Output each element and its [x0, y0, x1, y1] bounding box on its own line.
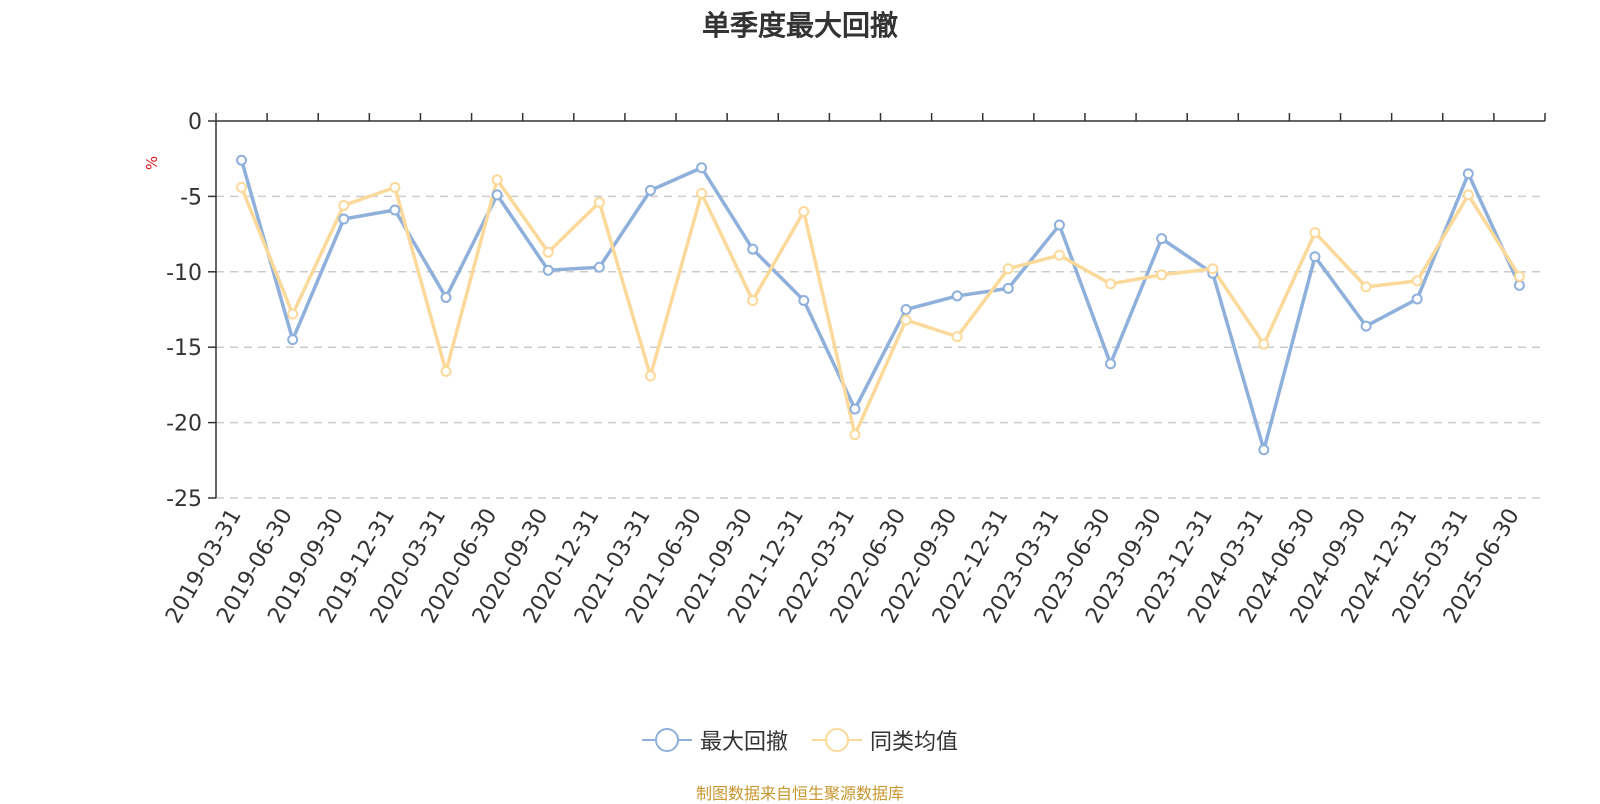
- data-point-s2-23[interactable]: [1411, 275, 1423, 287]
- data-point-s1-10[interactable]: [747, 243, 759, 255]
- data-point-s2-12[interactable]: [849, 429, 861, 441]
- data-point-s2-20[interactable]: [1258, 338, 1270, 350]
- data-point-s1-20[interactable]: [1258, 444, 1270, 456]
- data-point-s2-8[interactable]: [644, 370, 656, 382]
- data-point-s1-18[interactable]: [1156, 233, 1168, 245]
- data-point-s1-2[interactable]: [338, 213, 350, 225]
- data-point-s1-21[interactable]: [1309, 251, 1321, 263]
- series-line-2: [239, 178, 1521, 437]
- y-tick-label-3: -15: [166, 336, 202, 361]
- data-point-s1-1[interactable]: [287, 334, 299, 346]
- data-point-s1-12[interactable]: [849, 403, 861, 415]
- data-point-s2-22[interactable]: [1360, 281, 1372, 293]
- data-point-s2-3[interactable]: [389, 181, 401, 193]
- legend-swatch-series-1: [641, 728, 692, 752]
- data-point-s2-21[interactable]: [1309, 227, 1321, 239]
- data-point-s2-11[interactable]: [798, 205, 810, 217]
- data-point-s2-9[interactable]: [696, 187, 708, 199]
- legend-label-series-1: 最大回撤: [699, 730, 788, 755]
- data-point-s2-24[interactable]: [1462, 189, 1474, 201]
- data-point-s2-2[interactable]: [338, 199, 350, 211]
- series-line-1: [239, 159, 1522, 452]
- data-point-s1-5[interactable]: [491, 189, 503, 201]
- data-point-s2-15[interactable]: [1002, 263, 1014, 275]
- data-point-s1-14[interactable]: [951, 290, 963, 302]
- data-point-s2-10[interactable]: [747, 294, 759, 306]
- data-point-s1-7[interactable]: [593, 261, 605, 273]
- legend: 最大回撤 同类均值: [0, 724, 1600, 756]
- y-tick-label-2: -10: [166, 261, 202, 286]
- data-point-s1-22[interactable]: [1360, 320, 1372, 332]
- data-point-s2-4[interactable]: [440, 365, 452, 377]
- data-point-s1-15[interactable]: [1002, 282, 1014, 294]
- y-axis-label: %: [143, 156, 161, 170]
- data-point-s2-19[interactable]: [1207, 263, 1219, 275]
- legend-swatch-series-2: [812, 728, 862, 752]
- data-point-s1-23[interactable]: [1411, 293, 1423, 305]
- data-point-s1-4[interactable]: [440, 291, 452, 303]
- y-tick-label-0: 0: [188, 110, 202, 135]
- y-tick-label-1: -5: [180, 185, 202, 210]
- data-point-s2-16[interactable]: [1053, 249, 1065, 261]
- legend-label-series-2: 同类均值: [870, 730, 959, 755]
- source-note: 制图数据来自恒生聚源数据库: [695, 784, 904, 803]
- data-point-s1-3[interactable]: [389, 204, 401, 216]
- data-point-s2-14[interactable]: [951, 331, 963, 343]
- data-point-s1-0[interactable]: [236, 154, 248, 166]
- data-point-s2-25[interactable]: [1513, 270, 1525, 282]
- data-point-s2-18[interactable]: [1156, 269, 1168, 281]
- data-point-s2-7[interactable]: [593, 196, 605, 208]
- data-point-s1-25[interactable]: [1513, 279, 1525, 291]
- legend-item-series-1[interactable]: 最大回撤: [641, 724, 788, 756]
- data-point-s1-16[interactable]: [1053, 219, 1065, 231]
- y-tick-label-5: -25: [166, 487, 202, 512]
- data-point-s2-1[interactable]: [287, 308, 299, 320]
- legend-item-series-2[interactable]: 同类均值: [812, 724, 958, 756]
- data-point-s1-6[interactable]: [542, 264, 554, 276]
- data-point-s2-6[interactable]: [542, 246, 554, 258]
- data-point-s1-9[interactable]: [696, 162, 708, 174]
- data-point-s1-11[interactable]: [798, 294, 810, 306]
- data-point-s1-17[interactable]: [1105, 358, 1117, 370]
- data-point-s2-17[interactable]: [1105, 278, 1117, 290]
- data-point-s2-5[interactable]: [491, 174, 503, 186]
- data-point-s1-13[interactable]: [900, 304, 912, 315]
- data-point-s2-0[interactable]: [236, 181, 248, 193]
- chart-title: 单季度最大回撤: [701, 9, 898, 42]
- y-tick-label-4: -20: [166, 412, 202, 437]
- data-point-s1-8[interactable]: [644, 184, 656, 196]
- data-point-s1-24[interactable]: [1462, 168, 1474, 180]
- data-point-s2-13[interactable]: [900, 314, 912, 326]
